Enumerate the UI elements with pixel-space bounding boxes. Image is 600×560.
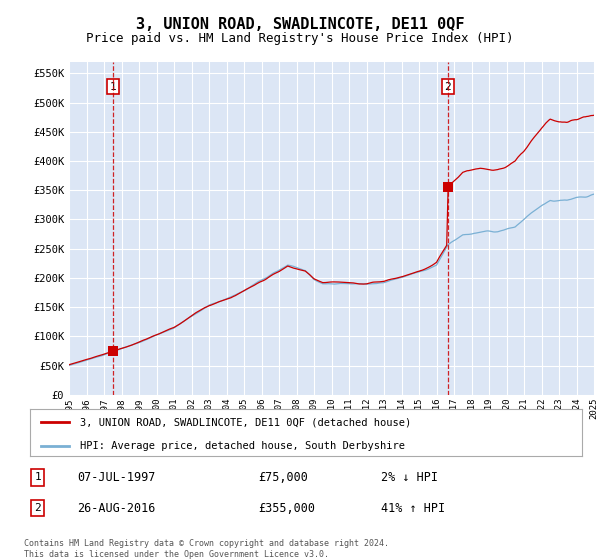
- Text: 3, UNION ROAD, SWADLINCOTE, DE11 0QF: 3, UNION ROAD, SWADLINCOTE, DE11 0QF: [136, 17, 464, 32]
- Text: 2: 2: [445, 82, 451, 92]
- Text: 3, UNION ROAD, SWADLINCOTE, DE11 0QF (detached house): 3, UNION ROAD, SWADLINCOTE, DE11 0QF (de…: [80, 417, 411, 427]
- Text: Contains HM Land Registry data © Crown copyright and database right 2024.
This d: Contains HM Land Registry data © Crown c…: [24, 539, 389, 559]
- Text: 07-JUL-1997: 07-JUL-1997: [77, 471, 155, 484]
- Text: 26-AUG-2016: 26-AUG-2016: [77, 502, 155, 515]
- Text: £75,000: £75,000: [259, 471, 308, 484]
- Text: 2: 2: [35, 503, 41, 513]
- Text: 1: 1: [35, 473, 41, 482]
- Text: Price paid vs. HM Land Registry's House Price Index (HPI): Price paid vs. HM Land Registry's House …: [86, 32, 514, 45]
- Text: 1: 1: [110, 82, 116, 92]
- Text: 41% ↑ HPI: 41% ↑ HPI: [381, 502, 445, 515]
- Text: HPI: Average price, detached house, South Derbyshire: HPI: Average price, detached house, Sout…: [80, 441, 404, 451]
- Text: £355,000: £355,000: [259, 502, 316, 515]
- Text: 2% ↓ HPI: 2% ↓ HPI: [381, 471, 438, 484]
